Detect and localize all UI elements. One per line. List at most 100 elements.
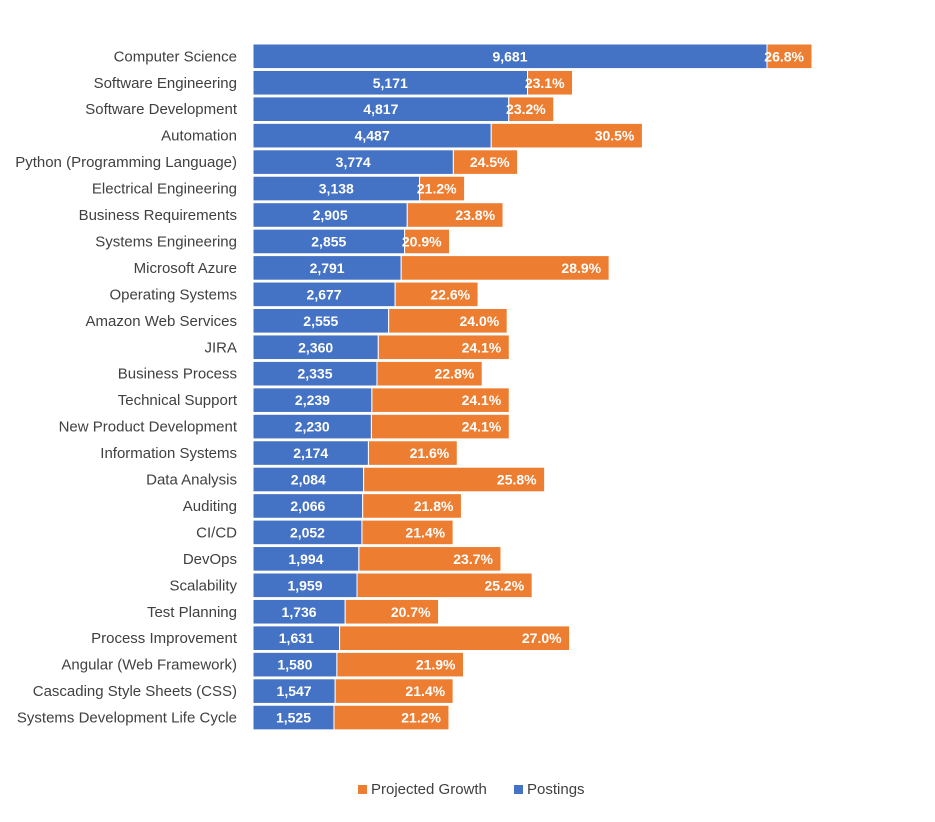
data-label-postings: 1,580	[277, 657, 312, 673]
data-label-projected-growth: 21.8%	[414, 498, 454, 514]
category-label: Python (Programming Language)	[15, 154, 237, 171]
data-label-projected-growth: 21.6%	[410, 445, 450, 461]
data-label-postings: 2,174	[293, 445, 328, 461]
data-label-postings: 2,084	[291, 472, 326, 488]
bar-postings	[252, 704, 335, 731]
legend-label: Projected Growth	[371, 781, 487, 798]
category-label: Auditing	[183, 498, 237, 515]
data-label-projected-growth: 24.0%	[459, 313, 499, 329]
category-label: Test Planning	[147, 604, 237, 621]
bar-projected-growth	[358, 546, 502, 572]
data-label-projected-growth: 26.8%	[764, 48, 804, 64]
data-label-postings: 1,959	[287, 577, 322, 593]
legend-label: Postings	[527, 781, 585, 798]
bar-projected-growth	[490, 122, 643, 149]
category-label: New Product Development	[59, 419, 238, 436]
bar-projected-growth	[356, 572, 533, 599]
bar-projected-growth	[406, 202, 504, 228]
data-label-postings: 1,736	[282, 604, 317, 620]
data-label-postings: 2,052	[290, 524, 325, 540]
category-label: Software Engineering	[94, 75, 237, 92]
data-label-projected-growth: 21.2%	[417, 181, 457, 197]
category-label: Business Process	[118, 366, 237, 383]
data-label-projected-growth: 24.1%	[462, 339, 502, 355]
data-label-postings: 2,855	[311, 233, 346, 249]
category-label: Systems Development Life Cycle	[17, 710, 237, 727]
data-label-projected-growth: 21.4%	[405, 524, 445, 540]
bar-postings	[252, 387, 373, 413]
legend-swatch	[514, 785, 523, 794]
data-label-projected-growth: 25.2%	[484, 577, 524, 593]
data-label-projected-growth: 20.9%	[402, 233, 442, 249]
data-label-postings: 1,994	[288, 551, 323, 567]
category-label: Information Systems	[100, 445, 237, 462]
data-label-postings: 2,239	[295, 392, 330, 408]
category-label: Operating Systems	[109, 286, 237, 303]
bar-projected-growth	[371, 387, 510, 413]
data-label-postings: 2,905	[313, 207, 348, 223]
data-label-postings: 2,677	[307, 286, 342, 302]
data-label-postings: 4,817	[363, 101, 398, 117]
category-label: Angular (Web Framework)	[61, 657, 237, 674]
data-label-projected-growth: 20.7%	[391, 604, 431, 620]
data-label-postings: 4,487	[355, 128, 390, 144]
data-label-projected-growth: 21.9%	[416, 657, 456, 673]
category-label: Electrical Engineering	[92, 181, 237, 198]
bar-postings	[252, 149, 454, 175]
data-label-projected-growth: 28.9%	[561, 260, 601, 276]
bar-postings	[252, 202, 408, 228]
bar-projected-growth	[377, 334, 510, 361]
data-label-projected-growth: 24.1%	[462, 419, 502, 435]
category-label: JIRA	[204, 339, 237, 356]
data-label-projected-growth: 25.8%	[497, 472, 537, 488]
category-labels: Computer Science Software Engineering Soft…	[15, 48, 238, 726]
bar-postings	[252, 69, 529, 96]
data-label-postings: 1,525	[276, 710, 311, 726]
legend: Projected Growth Postings	[358, 781, 585, 798]
bar-postings	[252, 572, 358, 599]
category-label: DevOps	[183, 551, 237, 568]
data-label-postings: 2,335	[297, 366, 332, 382]
data-label-projected-growth: 27.0%	[522, 630, 562, 646]
data-label-projected-growth: 22.8%	[435, 366, 475, 382]
data-label-postings: 9,681	[492, 48, 527, 64]
bar-postings	[252, 43, 768, 70]
category-label: CI/CD	[196, 524, 237, 541]
bar-projected-growth	[376, 360, 483, 387]
bar-projected-growth	[452, 149, 519, 175]
bar-projected-growth	[370, 413, 510, 440]
bar-postings	[252, 96, 510, 123]
bar-projected-growth	[361, 519, 454, 546]
category-label: Amazon Web Services	[86, 313, 237, 330]
bar-projected-growth	[362, 493, 462, 519]
value-labels: 9,681 26.8% 5,171 23.1% 4,817 23.2% 4,487 30.5%…	[276, 48, 805, 725]
bar-projected-growth	[400, 255, 610, 281]
bar-projected-growth	[336, 651, 465, 678]
data-label-postings: 2,230	[295, 419, 330, 435]
bar-projected-growth	[527, 69, 574, 96]
data-label-projected-growth: 21.4%	[405, 683, 445, 699]
data-label-postings: 2,555	[303, 313, 338, 329]
bar-projected-growth	[394, 281, 479, 308]
data-label-postings: 3,774	[336, 154, 371, 170]
bar-projected-growth	[339, 625, 571, 652]
category-label: Software Development	[85, 101, 238, 118]
bar-postings	[252, 519, 363, 546]
bar-postings	[252, 360, 378, 387]
data-label-projected-growth: 23.2%	[506, 101, 546, 117]
category-label: Systems Engineering	[95, 233, 237, 250]
bar-postings	[252, 651, 338, 678]
category-label: Microsoft Azure	[134, 260, 237, 277]
data-label-projected-growth: 23.7%	[453, 551, 493, 567]
bars	[252, 43, 813, 731]
data-label-postings: 5,171	[373, 75, 408, 91]
data-label-postings: 3,138	[319, 181, 354, 197]
bar-projected-growth	[766, 43, 813, 70]
category-label: Business Requirements	[79, 207, 237, 224]
bar-postings	[252, 625, 341, 652]
bar-postings	[252, 440, 369, 466]
bar-projected-growth	[367, 440, 458, 466]
data-label-projected-growth: 23.1%	[525, 75, 565, 91]
